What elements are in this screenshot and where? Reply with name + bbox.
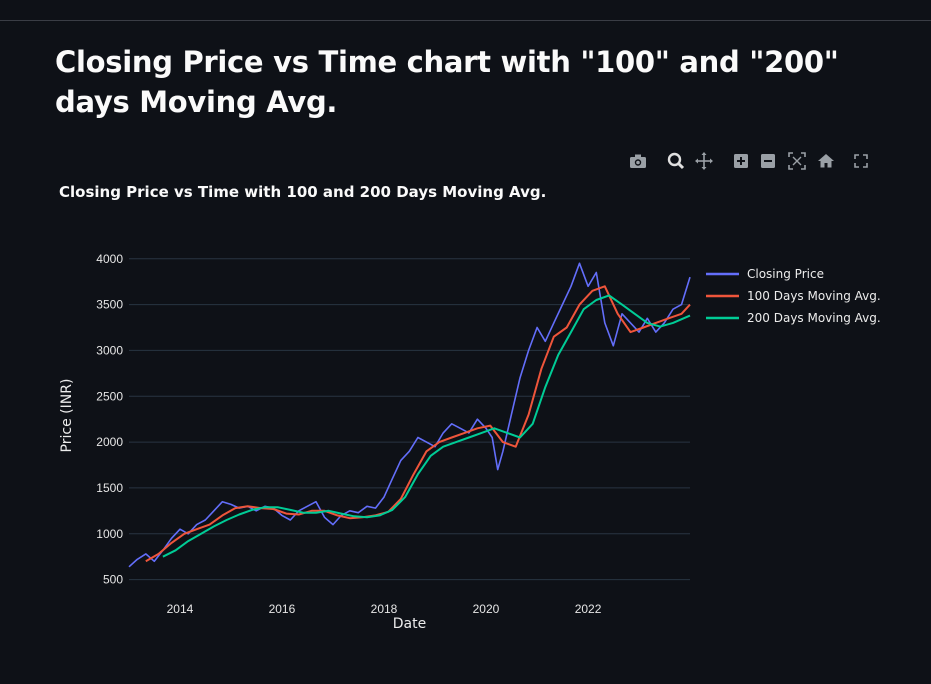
pan-icon[interactable] [693,150,715,172]
series-line [145,285,691,563]
x-tick-label: 2016 [269,602,296,616]
y-axis-label: Price (INR) [59,379,75,453]
y-tick-label: 1000 [96,527,123,541]
zoom-in-icon[interactable] [730,150,752,172]
home-icon[interactable] [815,150,837,172]
y-tick-label: 2500 [96,389,123,403]
y-tick-label: 3500 [96,298,123,312]
page-title: Closing Price vs Time chart with "100" a… [55,45,839,119]
chart-modebar [620,150,880,174]
y-tick-label: 3000 [96,343,123,357]
y-tick-label: 2000 [96,435,123,449]
legend-label: 100 Days Moving Avg. [747,289,881,303]
x-tick-label: 2022 [575,602,602,616]
zoom-icon[interactable] [665,150,687,172]
x-tick-label: 2014 [167,602,194,616]
autoscale-icon[interactable] [786,150,808,172]
series-line [162,294,691,558]
y-tick-label: 4000 [96,252,123,266]
top-divider [0,20,931,21]
x-axis-label: Date [393,616,426,632]
x-tick-label: 2020 [473,602,500,616]
x-tick-label: 2018 [371,602,398,616]
camera-icon[interactable] [627,150,649,172]
fullscreen-icon[interactable] [850,150,872,172]
legend-label: 200 Days Moving Avg. [747,311,881,325]
zoom-out-icon[interactable] [757,150,779,172]
y-tick-label: 1500 [96,481,123,495]
y-tick-label: 500 [103,573,123,587]
legend-label: Closing Price [747,267,824,281]
chart-title: Closing Price vs Time with 100 and 200 D… [59,183,547,201]
series-line [128,262,691,568]
